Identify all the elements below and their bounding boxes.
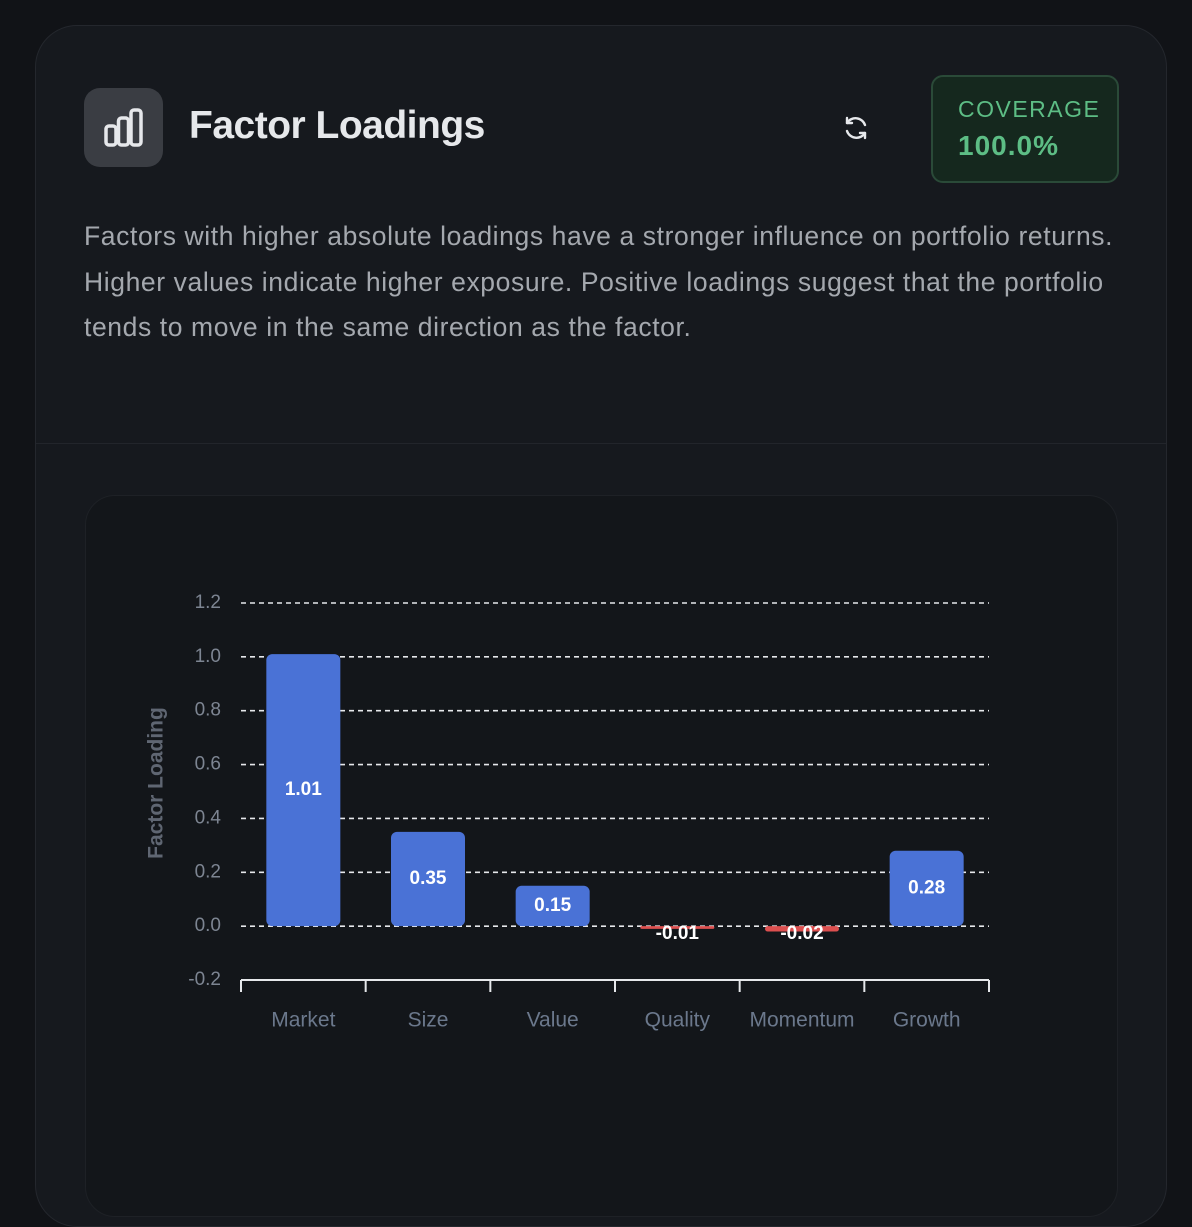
data-label: 0.15 (534, 895, 571, 916)
bar (391, 831, 465, 927)
coverage-badge: COVERAGE 100.0% (931, 75, 1119, 183)
page: Factor Loadings COVERAGE 100.0% Factors … (35, 25, 1167, 1227)
y-tick-label: -0.2 (188, 969, 221, 990)
y-axis-title: Factor Loading (145, 707, 168, 859)
description: Factors with higher absolute loadings ha… (84, 221, 1114, 342)
y-tick-label: 0.4 (195, 807, 222, 828)
y-tick-label: 0.6 (195, 754, 221, 775)
y-tick-label: 1.2 (195, 592, 221, 613)
x-tick-label: Growth (893, 1009, 961, 1032)
data-label: 0.28 (908, 877, 945, 898)
bar (640, 926, 715, 929)
y-tick-label: 0.0 (195, 915, 221, 936)
data-label: 0.35 (410, 868, 447, 889)
coverage-label: COVERAGE (958, 96, 1101, 122)
coverage-value: 100.0% (958, 130, 1059, 161)
icon-graphic (104, 108, 143, 147)
refresh-button[interactable] (842, 114, 870, 142)
divider (36, 443, 1166, 444)
x-tick-label: Momentum (749, 1009, 854, 1032)
bar (765, 926, 839, 932)
y-tick-label: 0.8 (195, 700, 221, 721)
card-title: Factor Loadings (189, 104, 485, 147)
chart: Factor Loading -0.2 0.0 0.2 0.4 0.6 0.8 1.0 1.2… (145, 592, 990, 1032)
bar (889, 850, 964, 927)
y-tick-label: 0.2 (195, 861, 221, 882)
x-tick-label: Quality (645, 1009, 711, 1032)
bar (515, 885, 590, 927)
data-label: 1.01 (285, 779, 322, 800)
data-label: -0.02 (780, 923, 823, 944)
y-tick-label: 1.0 (195, 646, 221, 667)
chart-icon (84, 88, 163, 167)
data-label: -0.01 (656, 923, 700, 944)
bar (266, 654, 341, 927)
x-tick-label: Size (408, 1009, 449, 1032)
x-tick-label: Market (271, 1009, 335, 1032)
x-tick-label: Value (527, 1009, 579, 1032)
